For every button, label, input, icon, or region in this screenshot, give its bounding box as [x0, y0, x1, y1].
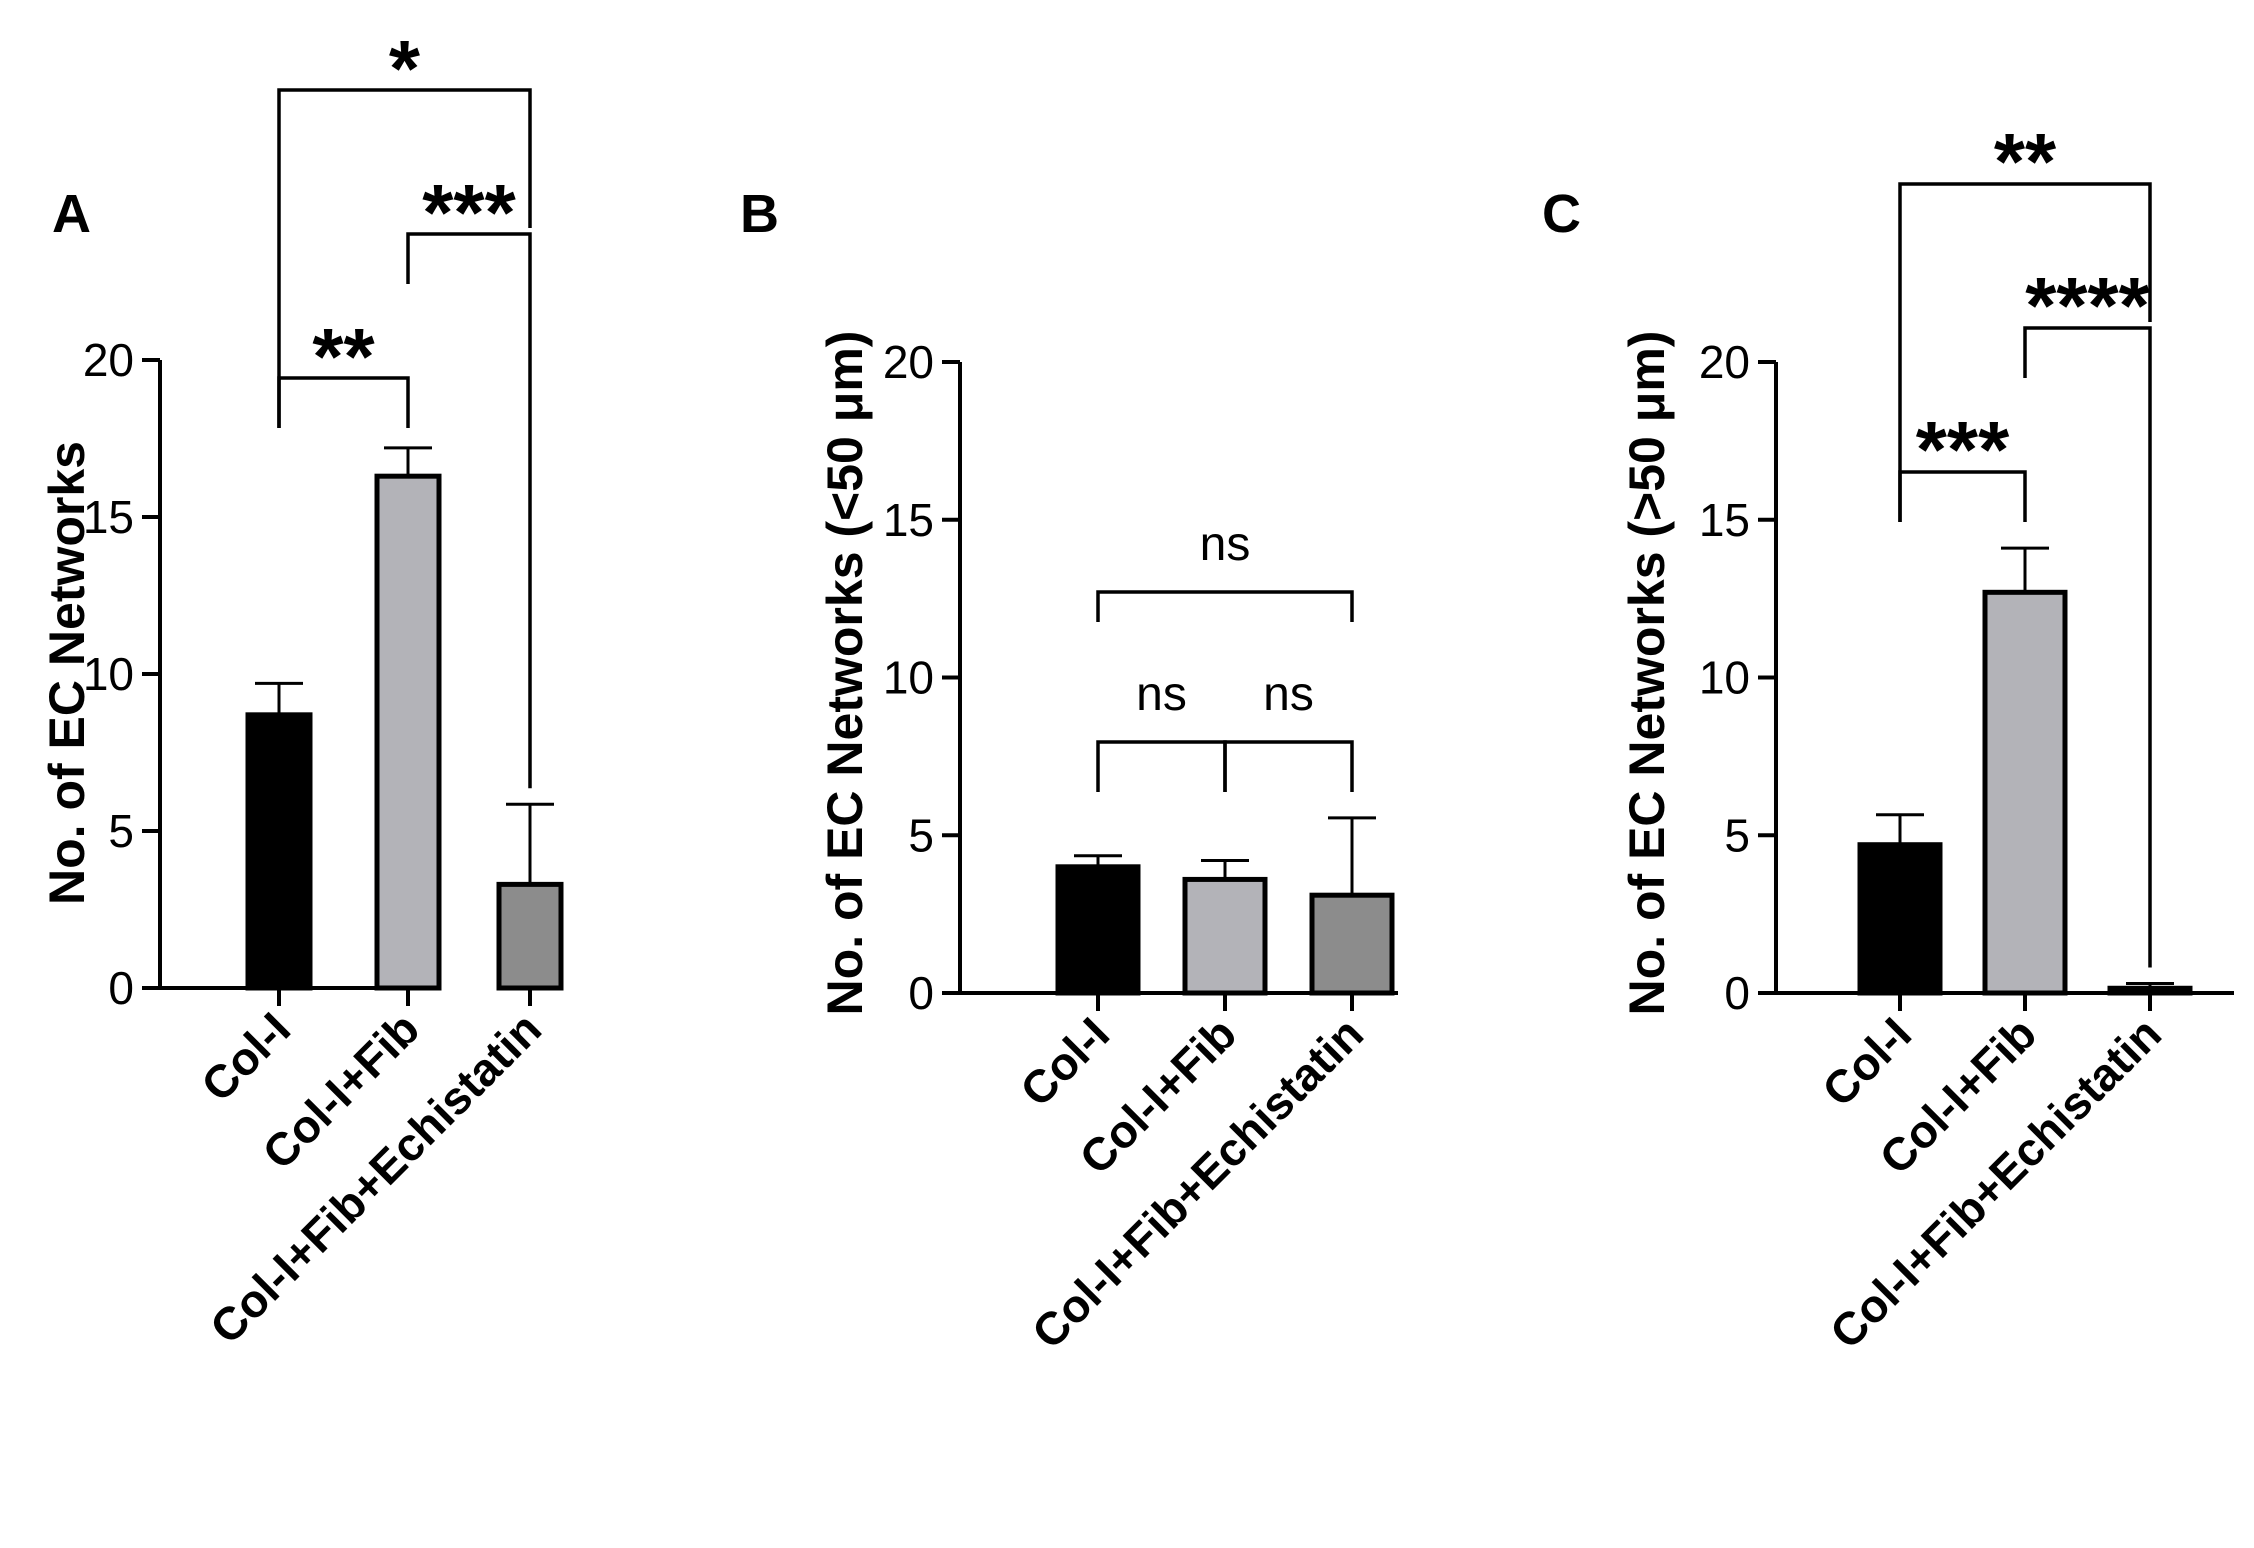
- significance-label-1: ns: [1136, 668, 1187, 721]
- y-tick-label: 0: [1724, 967, 1750, 1019]
- significance-label-2: ***: [422, 168, 516, 257]
- significance-label-3: ns: [1200, 518, 1251, 571]
- y-tick-label: 10: [83, 648, 134, 700]
- y-tick-label: 20: [1699, 336, 1750, 388]
- significance-label-2: ns: [1263, 668, 1314, 721]
- y-tick-label: 10: [1699, 652, 1750, 704]
- significance-label-1: **: [312, 312, 375, 401]
- bar-1: [1857, 842, 1943, 996]
- bar-2: [1982, 589, 2068, 996]
- category-label-1: Col-I: [191, 1002, 300, 1111]
- significance-label-2: ****: [2025, 261, 2150, 350]
- y-tick-label: 5: [108, 805, 134, 857]
- bar-1: [1055, 864, 1141, 996]
- y-tick-label: 10: [883, 652, 934, 704]
- panel-letter: C: [1542, 184, 1581, 244]
- y-tick-label: 5: [908, 809, 934, 861]
- comparison-bracket-1: [1096, 740, 1227, 792]
- y-tick-label: 20: [883, 336, 934, 388]
- comparison-bracket-3: [1898, 182, 2152, 522]
- panel-letter: A: [52, 184, 91, 244]
- category-label-1: Col-I: [1812, 1007, 1921, 1116]
- bar-2: [374, 473, 442, 991]
- comparison-bracket-3: [277, 88, 532, 428]
- significance-label-3: **: [1994, 117, 2057, 206]
- panel-letter: B: [740, 184, 779, 244]
- y-tick-label: 20: [83, 334, 134, 386]
- bar-2: [1182, 876, 1268, 996]
- y-axis-label: No. of EC Networks (>50 μm): [1619, 331, 1675, 1016]
- y-tick-label: 15: [883, 494, 934, 546]
- significance-label-3: *: [389, 24, 421, 113]
- y-tick-label: 0: [908, 967, 934, 1019]
- significance-label-1: ***: [1916, 405, 2010, 494]
- panel-b: B No. of EC Networks (<50 μm) 0 5 10 15 20 Col-…: [740, 184, 1398, 1359]
- panel-a: ANo. of EC Networks05101520Col-ICol-I+Fi…: [39, 24, 564, 1354]
- category-label-1: Col-I: [1010, 1007, 1119, 1116]
- y-axis-label: No. of EC Networks (<50 μm): [817, 331, 873, 1016]
- y-tick-label: 0: [108, 962, 134, 1014]
- bar-1: [245, 712, 313, 991]
- comparison-bracket-2: [2023, 326, 2152, 968]
- comparison-bracket-2: [1223, 740, 1354, 792]
- y-tick-label: 15: [1699, 494, 1750, 546]
- panel-c: C No. of EC Networks (>50 μm) 0 5 10 15 20 Col-…: [1542, 117, 2234, 1359]
- y-tick-label: 15: [83, 491, 134, 543]
- bar-3: [496, 881, 564, 991]
- bar-3: [2107, 985, 2193, 996]
- comparison-bracket-3: [1096, 590, 1354, 622]
- y-tick-label: 5: [1724, 809, 1750, 861]
- y-axis-label: No. of EC Networks: [39, 441, 95, 905]
- comparison-bracket-2: [406, 232, 532, 789]
- bar-3: [1309, 892, 1395, 996]
